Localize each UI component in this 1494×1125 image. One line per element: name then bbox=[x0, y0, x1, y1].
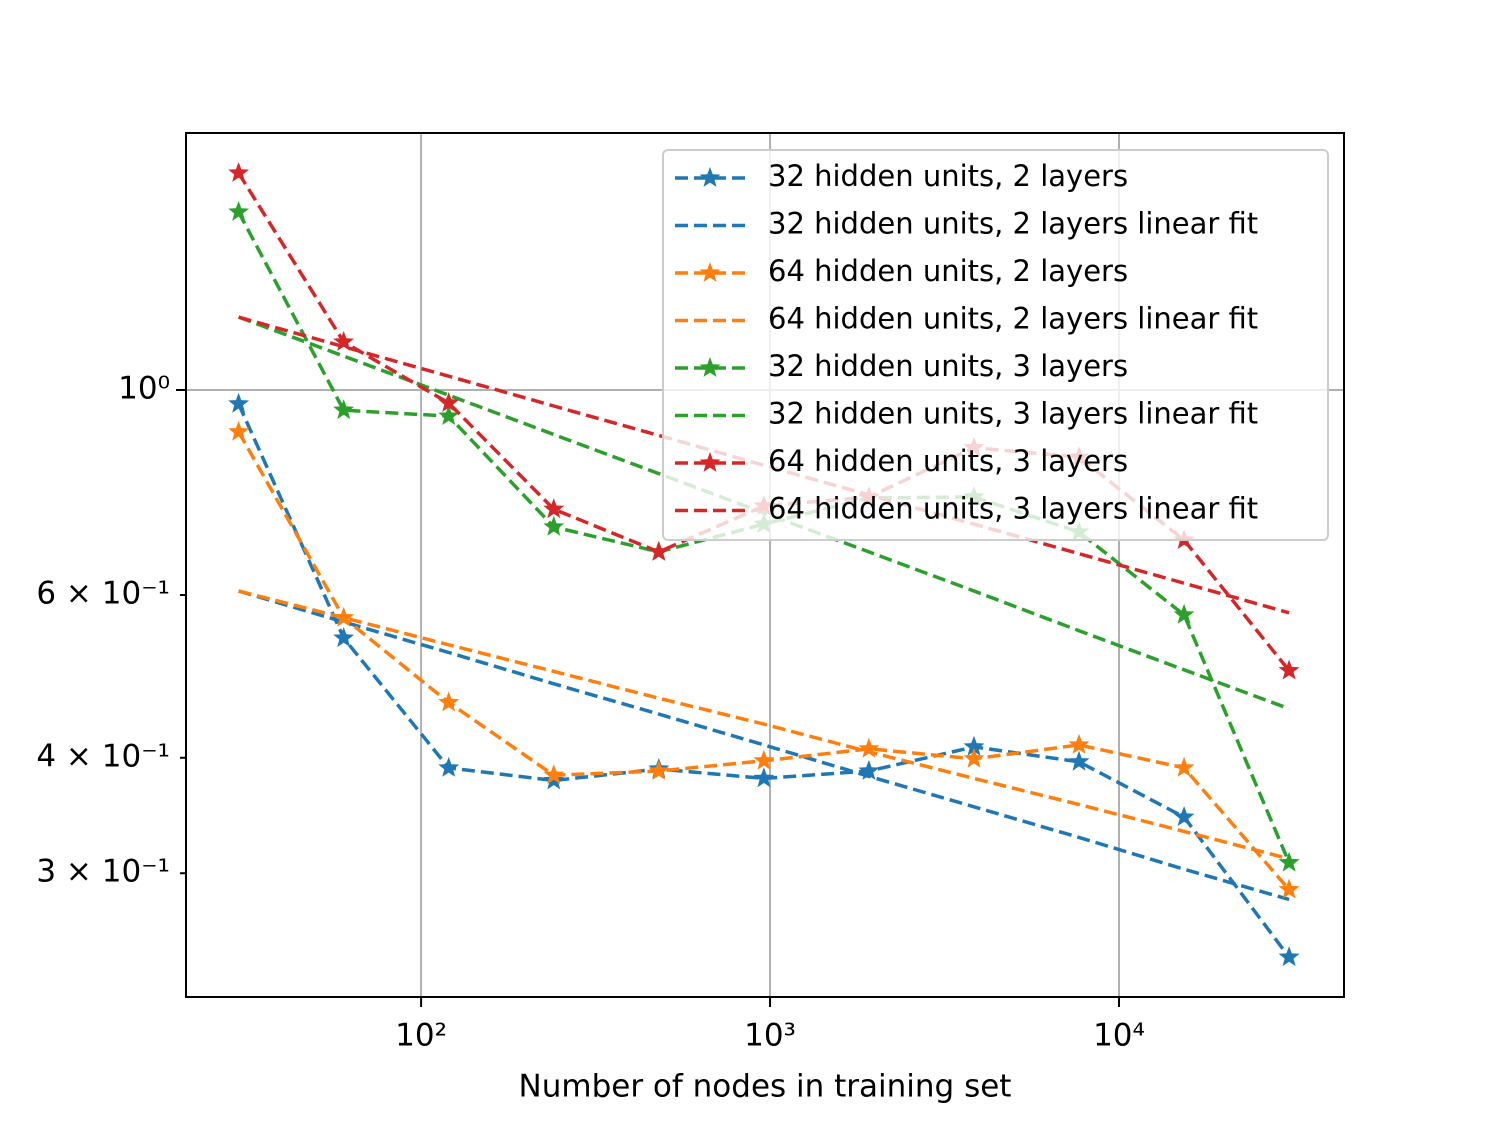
series-line bbox=[238, 589, 1290, 902]
marker bbox=[438, 405, 460, 425]
marker bbox=[438, 691, 460, 712]
marker bbox=[333, 627, 355, 647]
legend: 32 hidden units, 2 layers 32 hidden units… bbox=[662, 149, 1329, 541]
marker bbox=[543, 515, 565, 536]
marker bbox=[228, 420, 250, 441]
marker bbox=[333, 331, 355, 351]
marker bbox=[648, 540, 670, 561]
series-line bbox=[237, 403, 1291, 959]
legend-label: 32 hidden units, 3 layers linear fit bbox=[768, 397, 1258, 431]
marker bbox=[1278, 878, 1300, 899]
legend-label: 64 hidden units, 3 layers linear fit bbox=[768, 492, 1258, 526]
x-tick-label: 10³ bbox=[744, 1018, 796, 1054]
plot-frame bbox=[185, 132, 1345, 998]
marker bbox=[648, 760, 670, 780]
marker bbox=[963, 735, 985, 756]
legend-label: 64 hidden units, 3 layers bbox=[768, 444, 1128, 478]
marker bbox=[753, 767, 775, 788]
series-line bbox=[237, 211, 1291, 864]
legend-label: 64 hidden units, 2 layers linear fit bbox=[768, 302, 1258, 336]
marker bbox=[1173, 756, 1195, 777]
marker bbox=[1068, 750, 1090, 771]
marker bbox=[963, 747, 985, 768]
legend-marker bbox=[699, 262, 721, 282]
y-tick-label: 3 × 10⁻¹ bbox=[36, 854, 170, 890]
marker bbox=[1173, 806, 1195, 826]
y-tick-label: 10⁰ bbox=[118, 370, 170, 406]
marker bbox=[438, 756, 460, 777]
marker bbox=[333, 399, 355, 420]
marker bbox=[1278, 659, 1300, 680]
x-axis-label: Number of nodes in training set bbox=[519, 1069, 1012, 1105]
marker bbox=[228, 162, 250, 182]
legend-label: 32 hidden units, 3 layers bbox=[768, 349, 1128, 383]
marker bbox=[753, 749, 775, 770]
marker bbox=[543, 498, 565, 519]
marker bbox=[333, 606, 355, 627]
marker bbox=[228, 201, 250, 221]
legend-marker bbox=[699, 167, 721, 187]
marker bbox=[1278, 851, 1300, 872]
marker bbox=[1278, 946, 1300, 967]
series-line bbox=[238, 589, 1290, 861]
y-tick-label: 6 × 10⁻¹ bbox=[36, 576, 170, 612]
marker bbox=[858, 760, 880, 780]
marker bbox=[858, 737, 880, 758]
marker bbox=[438, 392, 460, 412]
x-tick-label: 10⁴ bbox=[1093, 1018, 1145, 1054]
series-line bbox=[238, 315, 1290, 615]
x-tick-label: 10² bbox=[395, 1018, 447, 1054]
marker bbox=[228, 392, 250, 413]
y-tick-label: 4 × 10⁻¹ bbox=[36, 738, 170, 774]
legend-label: 64 hidden units, 2 layers bbox=[768, 254, 1128, 288]
marker bbox=[1173, 603, 1195, 624]
marker bbox=[543, 764, 565, 785]
legend-marker bbox=[699, 452, 721, 472]
legend-marker bbox=[699, 357, 721, 377]
legend-box bbox=[662, 149, 1329, 541]
marker bbox=[1068, 733, 1090, 754]
legend-label: 32 hidden units, 2 layers linear fit bbox=[768, 207, 1258, 241]
legend-label: 32 hidden units, 2 layers bbox=[768, 159, 1128, 193]
